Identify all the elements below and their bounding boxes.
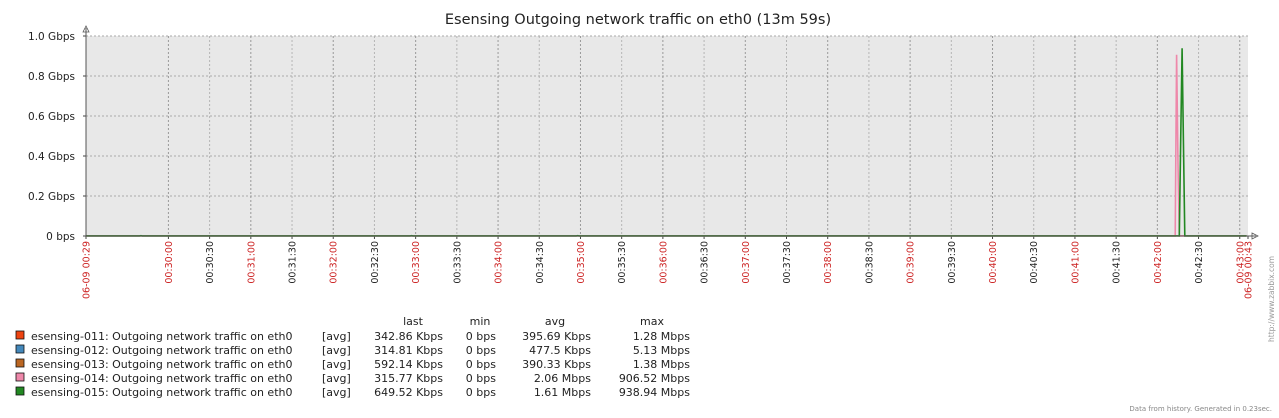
legend-value: 0 bps — [466, 372, 496, 385]
legend-series-name: esensing-015: Outgoing network traffic o… — [31, 386, 292, 399]
legend-value: 938.94 Mbps — [619, 386, 690, 399]
legend-value: 0 bps — [466, 358, 496, 371]
x-axis-arrow — [1251, 232, 1259, 240]
x-tick-label: 00:36:30 — [700, 241, 711, 284]
legend-value: 0 bps — [466, 344, 496, 357]
footer-text: Data from history. Generated in 0.23sec. — [1129, 405, 1272, 413]
x-tick-label: 00:41:30 — [1112, 241, 1123, 284]
chart-title: Esensing Outgoing network traffic on eth… — [445, 12, 831, 28]
plot-area — [86, 36, 1248, 236]
legend-series-func: [avg] — [322, 358, 351, 371]
legend-series-func: [avg] — [322, 330, 351, 343]
legend-value: 906.52 Mbps — [619, 372, 690, 385]
grid-lines — [83, 35, 1249, 239]
x-tick-label: 00:31:30 — [288, 241, 299, 284]
legend-header-max: max — [640, 315, 664, 328]
y-tick-label: 0.8 Gbps — [28, 71, 75, 83]
y-axis-arrow — [82, 25, 90, 33]
legend-swatch — [15, 358, 25, 368]
x-tick-label: 00:41:00 — [1070, 241, 1081, 284]
x-tick-label: 00:40:30 — [1029, 241, 1040, 284]
legend-value: 5.13 Mbps — [633, 344, 690, 357]
legend-value: 1.61 Mbps — [534, 386, 591, 399]
legend-value: 314.81 Kbps — [374, 344, 443, 357]
legend-value: 390.33 Kbps — [522, 358, 591, 371]
x-tick-label: 00:39:00 — [906, 241, 917, 284]
x-tick-label: 00:38:00 — [823, 241, 834, 284]
legend-header-min: min — [470, 315, 491, 328]
x-tick-label: 00:43:00 — [1235, 241, 1246, 284]
legend-value: 649.52 Kbps — [374, 386, 443, 399]
y-tick-label: 0 bps — [46, 231, 75, 243]
y-tick-label: 0.2 Gbps — [28, 191, 75, 203]
x-tick-label: 00:42:00 — [1153, 241, 1164, 284]
x-tick-label: 00:30:30 — [205, 241, 216, 284]
legend-series-func: [avg] — [322, 344, 351, 357]
axes — [82, 25, 1259, 240]
legend-header-avg: avg — [545, 315, 565, 328]
x-tick-label: 00:39:30 — [947, 241, 958, 284]
legend-value: 2.06 Mbps — [534, 372, 591, 385]
x-tick-label: 00:34:30 — [535, 241, 546, 284]
legend-swatch — [15, 344, 25, 354]
legend-series-name: esensing-014: Outgoing network traffic o… — [31, 372, 292, 385]
y-axis-ticks: 0 bps 0.2 Gbps 0.4 Gbps 0.6 Gbps 0.8 Gbps 1.0… — [28, 31, 75, 243]
x-tick-label: 00:32:00 — [329, 241, 340, 284]
legend-series-name: esensing-011: Outgoing network traffic o… — [31, 330, 292, 343]
x-tick-label: 00:33:00 — [411, 241, 422, 284]
legend-value: 395.69 Kbps — [522, 330, 591, 343]
y-tick-label: 0.4 Gbps — [28, 151, 75, 163]
y-tick-label: 0.6 Gbps — [28, 111, 75, 123]
x-tick-label: 00:31:00 — [246, 241, 257, 284]
legend-swatch — [15, 386, 25, 396]
y-tick-label: 1.0 Gbps — [28, 31, 75, 43]
x-tick-label: 00:33:30 — [452, 241, 463, 284]
x-tick-label: 00:30:00 — [164, 241, 175, 284]
legend-series-name: esensing-013: Outgoing network traffic o… — [31, 358, 292, 371]
x-tick-label: 00:34:00 — [494, 241, 505, 284]
legend-series-func: [avg] — [322, 372, 351, 385]
legend-swatch — [15, 372, 25, 382]
legend-value: 0 bps — [466, 386, 496, 399]
x-tick-label: 06-09 00:43 — [1244, 241, 1255, 299]
x-tick-label: 00:32:30 — [370, 241, 381, 284]
legend-value: 342.86 Kbps — [374, 330, 443, 343]
legend-value: 1.38 Mbps — [633, 358, 690, 371]
x-tick-label: 00:36:00 — [658, 241, 669, 284]
legend-value: 1.28 Mbps — [633, 330, 690, 343]
x-tick-label: 06-09 00:29 — [82, 241, 93, 299]
x-tick-label: 00:40:00 — [988, 241, 999, 284]
x-tick-label: 00:35:00 — [576, 241, 587, 284]
legend: last min avg max esensing-011: Outgoing netw… — [15, 315, 690, 399]
legend-value: 592.14 Kbps — [374, 358, 443, 371]
x-tick-label: 00:35:30 — [617, 241, 628, 284]
legend-value: 0 bps — [466, 330, 496, 343]
legend-series-func: [avg] — [322, 386, 351, 399]
x-tick-label: 00:37:00 — [741, 241, 752, 284]
x-tick-label: 00:42:30 — [1194, 241, 1205, 284]
x-tick-label: 00:37:30 — [782, 241, 793, 284]
x-axis-ticks: 06-09 00:29 00:30:00 00:30:30 00:31:00 00:31… — [82, 241, 1255, 299]
watermark-text: http://www.zabbix.com — [1267, 256, 1276, 342]
legend-series-name: esensing-012: Outgoing network traffic o… — [31, 344, 292, 357]
x-tick-label: 00:38:30 — [864, 241, 875, 284]
legend-swatch — [15, 330, 25, 340]
legend-value: 477.5 Kbps — [529, 344, 591, 357]
legend-value: 315.77 Kbps — [374, 372, 443, 385]
legend-header-last: last — [403, 315, 424, 328]
